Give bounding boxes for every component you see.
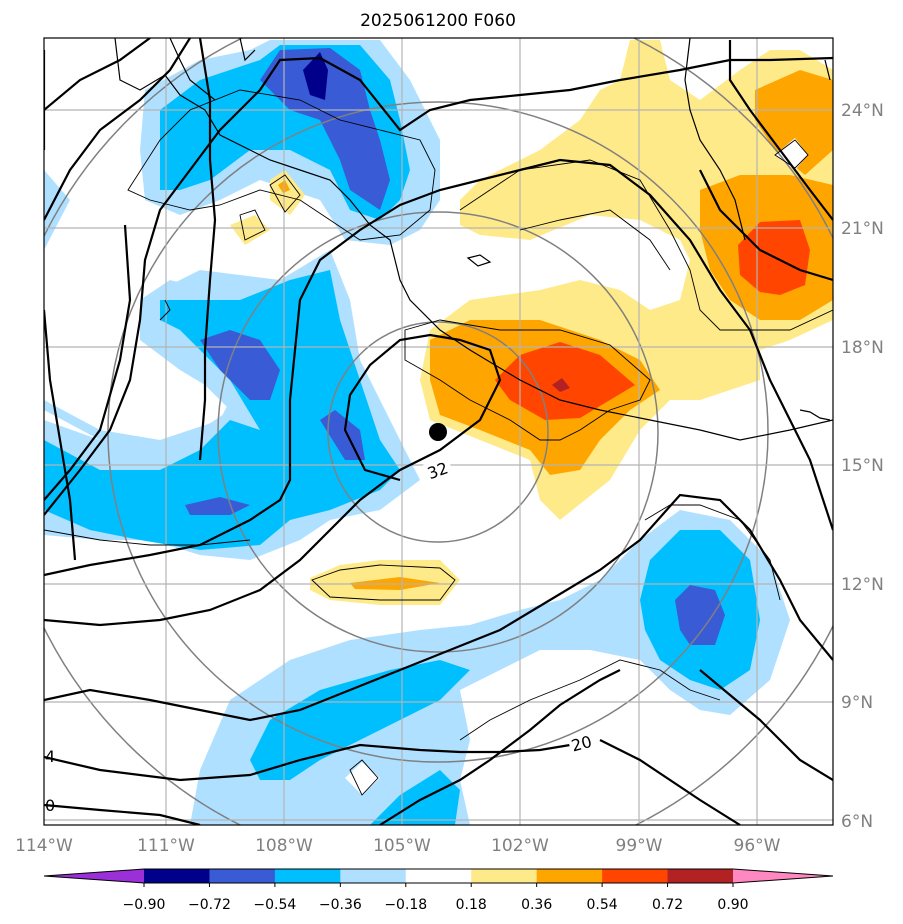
map-area [44, 38, 833, 825]
shading-blue [44, 45, 760, 825]
shading-navy [303, 52, 328, 100]
colorbar-tick-label: −0.90 [123, 897, 166, 913]
colorbar-tick-label: 0.18 [456, 897, 487, 913]
thick-contours [44, 38, 833, 825]
colorbar-tick-label: −0.36 [319, 897, 362, 913]
colorbar-segment [602, 869, 669, 883]
colorbar-segment [536, 869, 603, 883]
colorbar-tick-label: 0.36 [521, 897, 552, 913]
colorbar-segment [667, 869, 734, 883]
lon-label: 108°W [255, 836, 313, 856]
map-frame [43, 37, 834, 826]
colorbar-extend-max [733, 869, 833, 883]
coastline [114, 38, 833, 441]
longitude-labels: 114°W 111°W 108°W 105°W 102°W 99°W 96°W [15, 836, 781, 856]
colorbar-segment [405, 869, 472, 883]
lat-label: 12°N [841, 575, 884, 595]
thin-contours [44, 89, 833, 796]
lon-label: 114°W [15, 836, 73, 856]
lon-label: 105°W [373, 836, 431, 856]
colorbar-segment [340, 869, 407, 883]
lon-label: 96°W [734, 836, 781, 856]
latitude-labels: 24°N 21°N 18°N 15°N 12°N 9°N 6°N [841, 101, 884, 832]
lon-label: 99°W [616, 836, 663, 856]
lat-label: 6°N [841, 812, 873, 832]
colorbar-segment [144, 869, 210, 883]
colorbar-tick-label: −0.72 [188, 897, 231, 913]
lon-label: 102°W [491, 836, 549, 856]
colorbar-tick-label: −0.18 [384, 897, 427, 913]
lat-label: 18°N [841, 338, 884, 358]
colorbar-tick-label: −0.54 [253, 897, 296, 913]
contour-label-20: 20 [569, 732, 594, 756]
colorbar: −0.90 −0.72 −0.54 −0.36 −0.18 0.18 0.36 0.54 0.7… [43, 868, 834, 913]
colorbar-tick-label: 0.54 [587, 897, 618, 913]
lat-label: 9°N [841, 693, 873, 713]
lon-label: 111°W [137, 836, 195, 856]
chart-title: 2025061200 F060 [360, 11, 516, 31]
colorbar-segment [471, 869, 538, 883]
colorbar-extend-min [44, 869, 144, 883]
storm-center-marker [429, 423, 447, 441]
colorbar-segment [274, 869, 341, 883]
contour-label-0: 0 [45, 796, 55, 815]
colorbar-segment [209, 869, 276, 883]
lat-label: 21°N [841, 219, 884, 239]
lat-label: 15°N [841, 456, 884, 476]
lat-label: 24°N [841, 101, 884, 121]
colorbar-tick-label: 0.72 [652, 897, 683, 913]
contour-label-4: 4 [45, 747, 55, 766]
colorbar-tick-label: 0.90 [717, 897, 748, 913]
